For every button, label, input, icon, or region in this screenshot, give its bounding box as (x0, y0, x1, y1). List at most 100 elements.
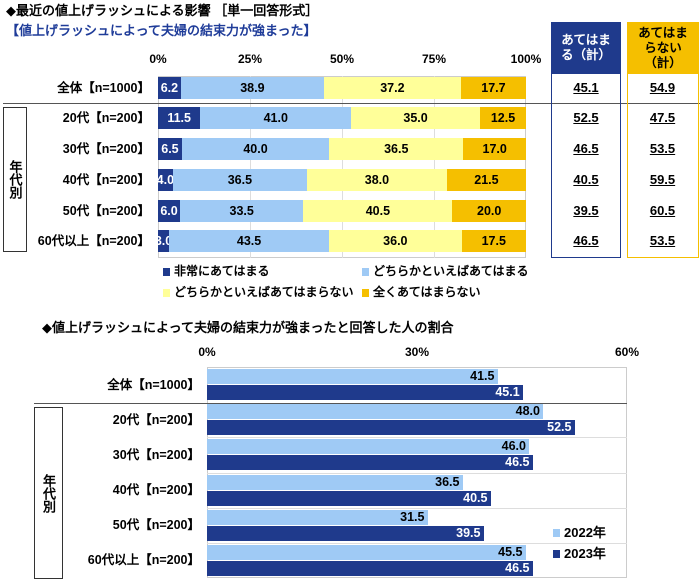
legend-swatch (163, 288, 170, 297)
total-agree-value: 39.5 (573, 203, 599, 218)
total-disagree-value: 53.5 (649, 141, 676, 156)
data-label: 46.0 (501, 439, 526, 454)
bar-segment: 40.5 (303, 200, 453, 222)
bar-2022年 (207, 474, 463, 490)
bar-segment: 41.0 (200, 107, 352, 129)
data-label: 39.5 (456, 525, 481, 540)
legend-item: どちらかといえばあてはまる (362, 264, 529, 279)
bar-segment: 17.5 (461, 230, 526, 252)
data-label: 41.5 (470, 369, 495, 383)
bar-segment: 17.7 (460, 77, 526, 99)
bar-segment: 3.0 (155, 230, 172, 252)
bar-segment: 36.0 (329, 230, 462, 252)
bar-segment: 6.5 (158, 138, 182, 160)
row-label: 50代【n=200】 (62, 204, 150, 218)
x-tick-label: 30% (404, 345, 430, 359)
age-group-label: 年代別 (3, 107, 27, 252)
row-label: 全体【n=1000】 (57, 81, 150, 95)
separator-line (34, 403, 627, 404)
legend-swatch (553, 528, 560, 537)
gridline (434, 76, 435, 258)
x-tick-label: 0% (149, 52, 167, 66)
bar-2022年 (207, 404, 543, 420)
bar-segment: 20.0 (452, 200, 526, 222)
table-header-disagree: あてはまらない（計） (627, 22, 699, 74)
legend-swatch (553, 549, 560, 558)
gridline (207, 472, 627, 474)
total-agree-value: 45.1 (573, 80, 599, 95)
gridline (342, 76, 343, 258)
bar-segment: 36.5 (329, 138, 464, 160)
legend-label: どちらかといえばあてはまらない (174, 285, 354, 299)
bar-2023年 (207, 385, 523, 400)
bar-segment: 38.9 (180, 77, 324, 99)
data-label: 36.5 (435, 474, 460, 489)
data-label: 48.0 (515, 404, 540, 419)
data-label: 46.5 (505, 455, 530, 470)
bar-2023年 (207, 420, 575, 436)
age-group-label: 年代別 (34, 407, 63, 579)
legend-label: 2023年 (564, 546, 606, 561)
bar-2023年 (207, 455, 533, 471)
total-agree-value: 46.5 (573, 141, 599, 156)
x-tick-label: 25% (237, 52, 263, 66)
row-label: 60代以上【n=200】 (87, 553, 200, 568)
bar-segment: 35.0 (351, 107, 480, 129)
legend-item: 2023年 (553, 546, 606, 561)
legend-swatch (163, 267, 170, 276)
total-disagree-value: 53.5 (649, 233, 676, 248)
total-disagree-value: 54.9 (649, 80, 676, 95)
x-tick-label: 60% (614, 345, 640, 359)
row-label: 40代【n=200】 (112, 483, 200, 498)
total-disagree-value: 47.5 (649, 110, 676, 125)
bar-segment: 37.2 (323, 77, 461, 99)
row-label: 30代【n=200】 (112, 447, 200, 462)
bar-2023年 (207, 490, 491, 506)
gridline (207, 437, 627, 439)
data-label: 31.5 (400, 509, 425, 524)
legend-item: 非常にあてはまる (163, 264, 270, 279)
row-label: 30代【n=200】 (62, 142, 150, 156)
bar-segment: 36.5 (172, 169, 308, 191)
row-label: 60代以上【n=200】 (37, 234, 150, 248)
row-label: 全体【n=1000】 (107, 377, 200, 392)
chart1-title: ◆最近の値上げラッシュによる影響 ［単一回答形式］ (6, 3, 319, 18)
bar-segment: 38.0 (307, 169, 447, 191)
data-label: 40.5 (463, 490, 488, 505)
bar-2022年 (207, 369, 498, 384)
row-label: 20代【n=200】 (62, 111, 150, 125)
gridline (207, 507, 627, 509)
bar-segment: 6.2 (158, 77, 181, 99)
row-label: 50代【n=200】 (112, 518, 200, 533)
bar-segment: 11.5 (158, 107, 201, 129)
gridline (207, 542, 627, 544)
x-tick-label: 0% (198, 345, 216, 359)
bar-segment: 6.0 (158, 200, 181, 222)
bar-2023年 (207, 560, 533, 576)
bar-2022年 (207, 439, 529, 455)
legend-item: 2022年 (553, 525, 606, 540)
legend-item: どちらかといえばあてはまらない (163, 285, 354, 300)
bar-segment: 33.5 (180, 200, 304, 222)
row-label: 40代【n=200】 (62, 173, 150, 187)
data-label: 46.5 (505, 560, 530, 575)
legend-swatch (362, 267, 369, 276)
legend-label: 2022年 (564, 525, 606, 540)
separator-line (3, 103, 700, 104)
legend-label: 全くあてはまらない (373, 285, 481, 299)
row-label: 20代【n=200】 (112, 412, 200, 427)
legend-swatch (362, 288, 369, 297)
x-tick-label: 50% (329, 52, 355, 66)
gridline (250, 76, 251, 258)
total-agree-value: 40.5 (573, 172, 599, 187)
bar-2023年 (207, 525, 484, 541)
table-header-agree: あてはまる（計） (551, 22, 621, 74)
bar-segment: 43.5 (169, 230, 330, 252)
data-label: 45.5 (498, 544, 523, 559)
bar-2022年 (207, 509, 428, 525)
bar-segment: 40.0 (181, 138, 330, 160)
bar-segment: 17.0 (463, 138, 526, 160)
bar-segment: 4.0 (157, 169, 174, 191)
bar-segment: 21.5 (446, 169, 526, 191)
